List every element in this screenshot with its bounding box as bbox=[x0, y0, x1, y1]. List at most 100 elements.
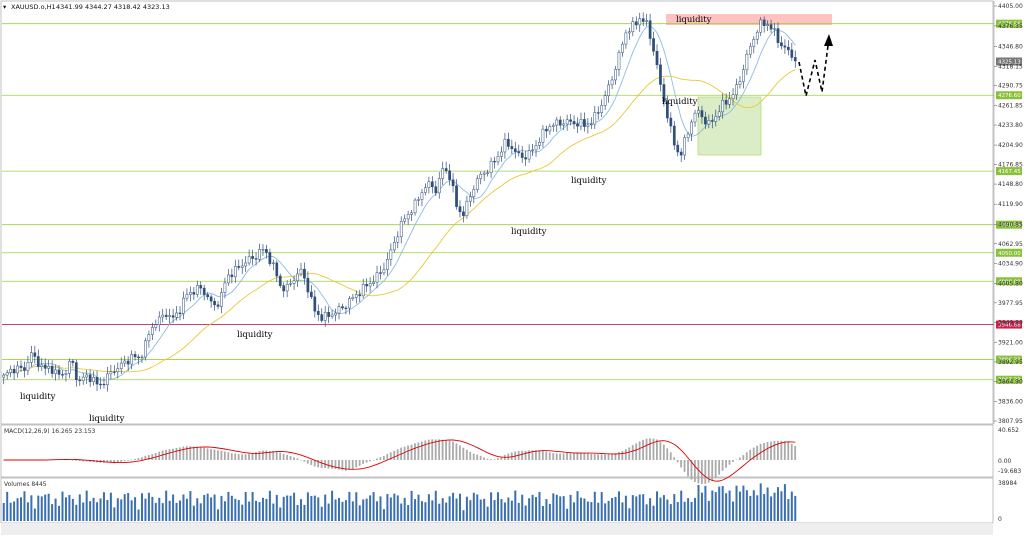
macd-histogram-bar bbox=[662, 444, 665, 460]
candle-body bbox=[88, 374, 92, 383]
candle-body bbox=[151, 327, 154, 335]
volume-bar bbox=[54, 498, 57, 521]
candle-body bbox=[790, 49, 794, 58]
volume-bar bbox=[462, 510, 465, 521]
candle-body bbox=[596, 112, 600, 114]
volume-bar bbox=[579, 497, 582, 521]
volume-bar bbox=[548, 503, 551, 521]
macd-histogram-bar bbox=[279, 452, 282, 460]
macd-histogram-bar bbox=[123, 460, 126, 462]
volume-bar bbox=[102, 492, 105, 521]
projection-arrow-icon bbox=[824, 34, 833, 46]
volume-bar bbox=[507, 497, 510, 521]
volume-bar bbox=[96, 502, 99, 521]
levels-layer: 4379.56 4276.60 4167.45 4090.38 4050.00 4009.… bbox=[2, 19, 1022, 384]
candle-body bbox=[144, 340, 147, 358]
price-tick-label: 4204.90 bbox=[998, 142, 1023, 149]
candle-body bbox=[444, 168, 448, 172]
macd-histogram-bar bbox=[583, 453, 586, 460]
candle-body bbox=[119, 362, 123, 369]
volume-bar bbox=[410, 490, 413, 521]
macd-histogram-bar bbox=[106, 460, 109, 463]
candle-body bbox=[33, 352, 37, 357]
candle-body bbox=[251, 256, 254, 259]
volume-bar bbox=[631, 495, 634, 521]
volume-bar bbox=[441, 498, 444, 521]
volume-bar bbox=[272, 503, 275, 521]
volume-bar bbox=[476, 494, 479, 521]
volume-bar bbox=[244, 492, 247, 521]
candle-body bbox=[271, 262, 275, 264]
candle-body bbox=[392, 241, 396, 251]
candle-body bbox=[742, 69, 745, 82]
candle-body bbox=[254, 258, 258, 260]
macd-histogram-bar bbox=[338, 460, 340, 470]
volume-bar bbox=[445, 502, 448, 521]
macd-histogram-bar bbox=[113, 460, 116, 464]
liquidity-label-3946: liquidity bbox=[237, 330, 273, 340]
chart-menu-icon[interactable]: ▾ bbox=[3, 3, 7, 11]
candle-body bbox=[531, 149, 534, 151]
candle-body bbox=[603, 95, 607, 106]
volume-bar bbox=[58, 505, 61, 521]
candle-body bbox=[683, 137, 687, 156]
volume-bar bbox=[759, 483, 762, 521]
candle-body bbox=[641, 18, 645, 22]
volume-bar bbox=[766, 487, 769, 521]
level-price-label: 4009.00 bbox=[998, 279, 1021, 285]
price-tick-label: 4005.80 bbox=[998, 280, 1023, 287]
macd-histogram-bar bbox=[192, 446, 195, 460]
macd-histogram-bar bbox=[738, 457, 741, 460]
candle-body bbox=[285, 283, 289, 292]
candle-body bbox=[628, 31, 631, 34]
macd-histogram-bar bbox=[358, 460, 361, 466]
level-price-label: 3867.33 bbox=[998, 378, 1021, 384]
macd-histogram-bar bbox=[210, 448, 212, 460]
macd-histogram-bar bbox=[718, 460, 721, 475]
macd-histogram-bar bbox=[255, 452, 257, 460]
volume-bar bbox=[417, 494, 420, 521]
macd-histogram-bar bbox=[199, 447, 202, 460]
candle-body bbox=[358, 294, 362, 297]
candle-body bbox=[375, 272, 379, 283]
macd-histogram-bar bbox=[694, 460, 696, 482]
volume-bar bbox=[372, 492, 375, 521]
volume-bar bbox=[396, 495, 399, 521]
volume-bar bbox=[458, 493, 461, 521]
macd-histogram-bar bbox=[289, 456, 292, 460]
macd-histogram-bar bbox=[462, 447, 465, 460]
volume-bar bbox=[175, 502, 178, 521]
volume-bar bbox=[500, 499, 503, 521]
candle-body bbox=[334, 312, 337, 316]
macd-histogram-bar bbox=[794, 446, 797, 460]
candle-body bbox=[313, 296, 317, 312]
macd-histogram-bar bbox=[597, 454, 600, 460]
price-tick-label: 4062.95 bbox=[998, 241, 1023, 248]
volume-bar bbox=[382, 509, 385, 521]
volume-bar bbox=[341, 501, 344, 521]
level-price-tag bbox=[996, 277, 1022, 286]
price-axis: 4405.00 4376.35 4346.80 4318.15 4290.75 4261.… bbox=[993, 1, 1023, 425]
macd-histogram-bar bbox=[493, 459, 496, 460]
macd-histogram-bar bbox=[172, 448, 174, 460]
volume-bar bbox=[151, 496, 154, 521]
volume-bar bbox=[700, 492, 703, 521]
candle-body bbox=[517, 151, 521, 154]
candle-body bbox=[368, 283, 372, 287]
candle-body bbox=[769, 24, 773, 30]
volume-bar bbox=[448, 496, 451, 521]
volume-bar bbox=[2, 503, 5, 521]
macd-histogram-bar bbox=[573, 452, 575, 460]
macd-histogram-bar bbox=[445, 440, 447, 460]
volume-bar bbox=[586, 501, 589, 521]
candle-body bbox=[223, 282, 227, 293]
macd-histogram-bar bbox=[362, 460, 365, 464]
macd-histogram-bar bbox=[749, 449, 752, 460]
volume-bar bbox=[400, 503, 403, 521]
candle-body bbox=[430, 181, 434, 187]
candle-body bbox=[23, 367, 26, 371]
macd-histogram-bar bbox=[320, 460, 323, 468]
volume-bar bbox=[168, 500, 171, 521]
